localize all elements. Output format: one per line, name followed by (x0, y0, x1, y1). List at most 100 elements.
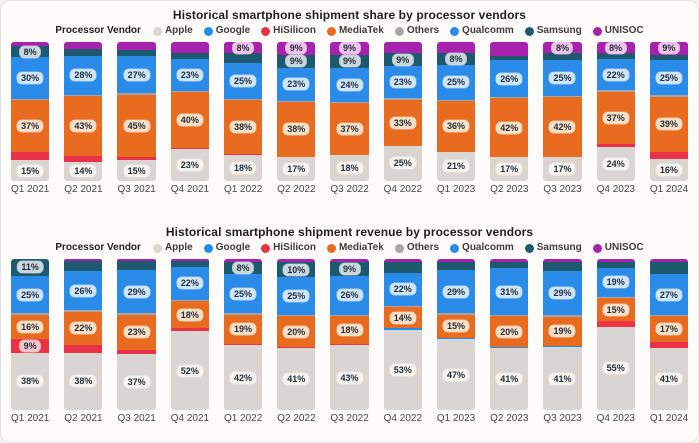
legend-label: Google (215, 242, 251, 253)
legend-items: Apple Google HiSilicon MediaTek Others Qualco… (152, 24, 644, 38)
segment-value-label: 22% (602, 68, 629, 81)
bar-column: 52% 18% 22% Q4 2021 (170, 259, 209, 429)
segment-value-label: 9% (339, 42, 361, 55)
segment-value-label: 8% (232, 262, 254, 275)
segment-apple: 41% (490, 348, 529, 410)
segment-mediatek: 36% (436, 100, 476, 152)
segment-value-label: 9% (19, 339, 41, 352)
segment-value-label: 22% (389, 283, 416, 296)
segment-value-label: 17% (496, 163, 523, 176)
bar-column: 55% 15% 19% Q4 2023 (596, 259, 635, 429)
segment-apple: 15% (117, 160, 156, 181)
segment-value-label: 18% (336, 323, 363, 336)
legend-item-google: Google (203, 241, 251, 255)
stacked-bar-q4-2022: 25% 33% 23% 9% (383, 42, 422, 181)
segment-value-label: 29% (549, 287, 576, 300)
segment-qualcomm: 23% (277, 67, 316, 101)
segment-value-label: 42% (549, 121, 576, 134)
segment-samsung (490, 56, 529, 61)
stacked-bar-q4-2023: 55% 15% 19% (596, 259, 635, 410)
segment-qualcomm: 26% (490, 60, 529, 97)
shipment-revenue-chart: Historical smartphone shipment revenue b… (1, 224, 698, 429)
legend-item-samsung: Samsung (524, 24, 582, 38)
segment-mediatek: 16% (11, 314, 50, 340)
segment-value-label: 26% (496, 72, 523, 85)
segment-apple: 38% (64, 352, 103, 410)
legend-label: MediaTek (338, 25, 384, 36)
segment-unisoc (596, 259, 635, 263)
legend-dot-icon (394, 243, 404, 253)
segment-value-label: 39% (655, 118, 682, 131)
segment-value-label: 23% (176, 68, 203, 81)
legend-dot-icon (203, 243, 213, 253)
x-axis-label: Q1 2023 (436, 184, 476, 195)
segment-qualcomm: 25% (223, 274, 263, 313)
segment-value-label: 33% (389, 116, 416, 129)
bar-column: 17% 38% 23% 9% 9% Q2 2022 (277, 42, 316, 200)
segment-others (436, 313, 476, 315)
legend-item-unisoc: UNISOC (592, 24, 644, 38)
stacked-bar-q2-2022: 41% 20% 25% 10% (277, 259, 316, 410)
legend-item-mediatek: MediaTek (326, 24, 384, 38)
segment-qualcomm: 24% (330, 67, 369, 102)
segment-others (649, 314, 689, 317)
segment-value-label: 23% (389, 76, 416, 89)
segment-apple: 38% (11, 352, 50, 410)
stacked-bar-q2-2021: 14% 43% 28% (64, 42, 103, 181)
bar-column: 24% 37% 22% 8% Q4 2023 (596, 41, 635, 200)
segment-value-label: 38% (17, 375, 44, 388)
segment-unisoc (490, 259, 529, 263)
segment-apple: 37% (117, 354, 156, 410)
segment-value-label: 26% (70, 284, 97, 297)
segment-value-label: 10% (283, 263, 310, 276)
x-axis-label: Q3 2023 (543, 413, 582, 424)
segment-value-label: 8% (551, 41, 573, 54)
segment-qualcomm: 22% (383, 272, 422, 306)
segment-unisoc: 8% (596, 41, 635, 54)
segment-samsung (117, 50, 156, 56)
segment-unisoc (436, 259, 476, 263)
stacked-bar-q2-2023: 17% 42% 26% (490, 42, 529, 181)
segment-mediatek: 37% (330, 103, 369, 156)
legend-label: UNISOC (604, 25, 644, 36)
segment-mediatek: 38% (277, 102, 316, 157)
segment-qualcomm: 27% (117, 55, 156, 94)
segment-hisilicon (117, 349, 156, 355)
stacked-bar-q2-2023: 41% 20% 31% (490, 259, 529, 410)
segment-qualcomm: 23% (383, 65, 422, 99)
segment-apple: 17% (490, 157, 529, 181)
segment-unisoc: 9% (277, 42, 316, 55)
segment-hisilicon (64, 345, 103, 353)
x-axis-label: Q3 2023 (543, 184, 582, 195)
segment-value-label: 15% (123, 164, 150, 177)
segment-samsung: 9% (330, 54, 369, 68)
segment-others (490, 96, 529, 99)
legend-label: HiSilicon (273, 242, 316, 253)
segment-mediatek: 39% (649, 96, 689, 152)
segment-value-label: 9% (339, 262, 361, 275)
segment-unisoc (436, 42, 476, 54)
segment-others (543, 95, 582, 98)
segment-qualcomm: 25% (649, 60, 689, 96)
segment-samsung (117, 260, 156, 270)
segment-value-label: 19% (549, 325, 576, 338)
segment-qualcomm: 22% (596, 59, 635, 91)
x-axis-label: Q2 2022 (277, 413, 316, 424)
segment-unisoc (383, 259, 422, 263)
segment-value-label: 15% (602, 303, 629, 316)
segment-value-label: 18% (336, 162, 363, 175)
bar-column: 15% 45% 27% Q3 2021 (117, 42, 156, 200)
segment-value-label: 23% (283, 78, 310, 91)
stacked-bar-q1-2024: 16% 39% 25% 9% (649, 42, 689, 181)
stacked-bar-q1-2021: 38% 9% 16% 25% 11% (11, 259, 50, 410)
segment-unisoc (170, 42, 209, 54)
legend-dot-icon (326, 243, 336, 253)
segment-value-label: 25% (442, 76, 469, 89)
legend-label: Samsung (536, 242, 582, 253)
legend-label: Samsung (536, 25, 582, 36)
segment-value-label: 20% (496, 325, 523, 338)
x-axis-label: Q4 2022 (383, 184, 423, 195)
legend-label: Qualcomm (462, 25, 514, 36)
segment-value-label: 11% (17, 261, 43, 274)
